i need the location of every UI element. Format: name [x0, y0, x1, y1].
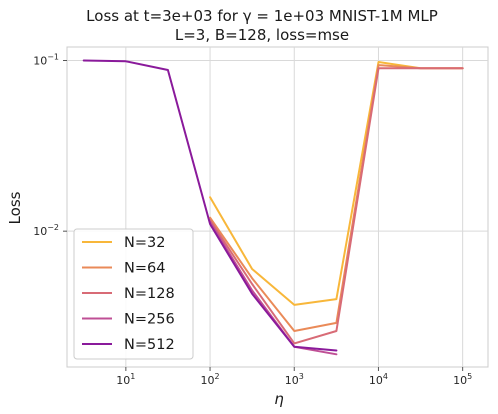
series-line-n-128	[209, 67, 464, 345]
legend-label: N=64	[124, 261, 165, 277]
x-axis-label: η	[274, 390, 284, 408]
x-tick-label: 103	[285, 372, 304, 387]
y-tick-label: 10−1	[33, 53, 59, 68]
series-layer	[82, 59, 464, 356]
series-line-n-512	[82, 59, 338, 352]
series-line-n-256	[209, 221, 338, 356]
x-tick-labels: 101 102 103 104 105	[116, 367, 472, 387]
x-tick-label: 101	[116, 372, 135, 387]
legend-label: N=512	[124, 337, 175, 353]
legend-label: N=256	[124, 312, 175, 328]
y-tick-labels: 10−1 10−2	[33, 53, 67, 238]
chart-title: Loss at t=3e+03 for γ = 1e+03 MNIST-1M M…	[86, 7, 438, 25]
y-tick-label: 10−2	[33, 223, 59, 238]
legend-box	[73, 228, 194, 360]
legend-label: N=128	[124, 286, 175, 302]
legend: N=32 N=64 N=128 N=256 N=512	[73, 228, 194, 360]
x-tick-label: 104	[369, 372, 388, 387]
x-tick-label: 102	[201, 372, 220, 387]
legend-label: N=32	[124, 235, 165, 251]
y-axis-label: Loss	[6, 191, 24, 224]
chart-subtitle: L=3, B=128, loss=mse	[175, 26, 349, 44]
x-tick-label: 105	[453, 372, 472, 387]
